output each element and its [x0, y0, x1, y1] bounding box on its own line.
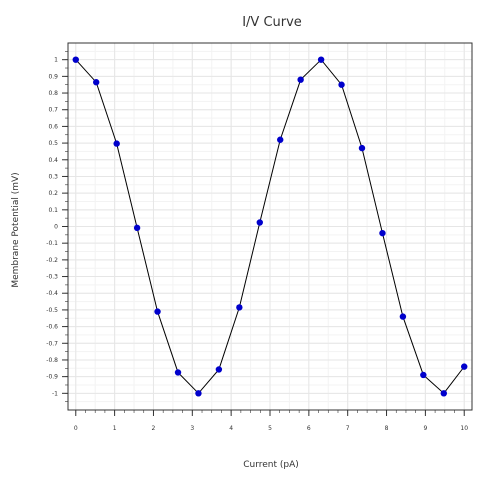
y-tick-label: 0.7 — [48, 107, 58, 114]
y-tick-label: 0.6 — [48, 123, 58, 130]
data-point — [195, 390, 202, 397]
y-tick-label: -0.7 — [46, 340, 58, 347]
y-tick-label: -0.3 — [46, 274, 58, 281]
y-axis-ticks: 1 0.9 0.8 0.7 0.6 0.5 0.4 0.3 0.2 0.1 0 -0.1 -0.2 -0.… — [46, 51, 68, 402]
y-tick-label: -0.9 — [46, 374, 58, 381]
y-tick-label: -1 — [52, 390, 58, 397]
x-tick-label: 9 — [423, 425, 427, 432]
series-line — [75, 58, 465, 395]
data-point — [379, 229, 386, 237]
x-tick-label: 0 — [74, 425, 78, 432]
x-axis-label: Current (pA) — [243, 460, 299, 470]
y-tick-label: -0.6 — [46, 324, 58, 331]
y-tick-label: -0.4 — [46, 290, 58, 297]
chart-title: I/V Curve — [242, 15, 302, 30]
y-tick-label: 0.4 — [48, 157, 58, 164]
x-tick-label: 8 — [385, 425, 389, 432]
data-point — [93, 79, 100, 86]
x-tick-label: 5 — [268, 425, 272, 432]
x-tick-label: 7 — [346, 425, 350, 432]
data-point — [256, 219, 263, 226]
y-tick-label: 1 — [54, 57, 58, 64]
x-tick-label: 4 — [229, 425, 233, 432]
y-tick-label: 0.9 — [48, 73, 58, 80]
data-point — [154, 308, 161, 315]
x-axis-ticks: 0 1 2 3 4 5 6 7 8 9 10 — [74, 410, 468, 432]
y-tick-label: 0.3 — [48, 173, 58, 180]
plot-area — [67, 42, 473, 411]
data-point — [174, 369, 182, 376]
x-tick-label: 10 — [460, 425, 468, 432]
data-point — [420, 371, 427, 379]
y-tick-label: 0.1 — [48, 207, 58, 214]
y-tick-label: -0.1 — [46, 240, 58, 247]
data-point — [215, 366, 223, 373]
data-point — [440, 390, 447, 397]
y-axis-label: Membrane Potential (mV) — [11, 172, 21, 287]
data-point — [461, 363, 468, 370]
x-tick-label: 6 — [307, 425, 311, 432]
data-point — [338, 81, 345, 88]
y-tick-label: 0.2 — [48, 190, 58, 197]
data-point — [277, 136, 284, 143]
data-point — [317, 56, 325, 63]
data-point — [72, 56, 79, 63]
x-tick-label: 1 — [113, 425, 117, 432]
y-tick-label: 0 — [54, 224, 58, 231]
y-tick-label: 0.8 — [48, 90, 58, 97]
x-tick-label: 2 — [152, 425, 156, 432]
y-tick-label: -0.8 — [46, 357, 58, 364]
data-point — [236, 304, 243, 311]
y-tick-label: 0.5 — [48, 140, 58, 147]
data-point — [358, 144, 366, 152]
grid-lines — [68, 43, 472, 410]
data-point — [297, 76, 304, 83]
y-tick-label: -0.5 — [46, 307, 58, 314]
data-point — [113, 140, 120, 147]
data-series — [72, 56, 468, 397]
data-point — [133, 224, 141, 232]
x-tick-label: 3 — [190, 425, 194, 432]
y-tick-label: -0.2 — [46, 257, 58, 264]
data-point — [399, 313, 407, 320]
